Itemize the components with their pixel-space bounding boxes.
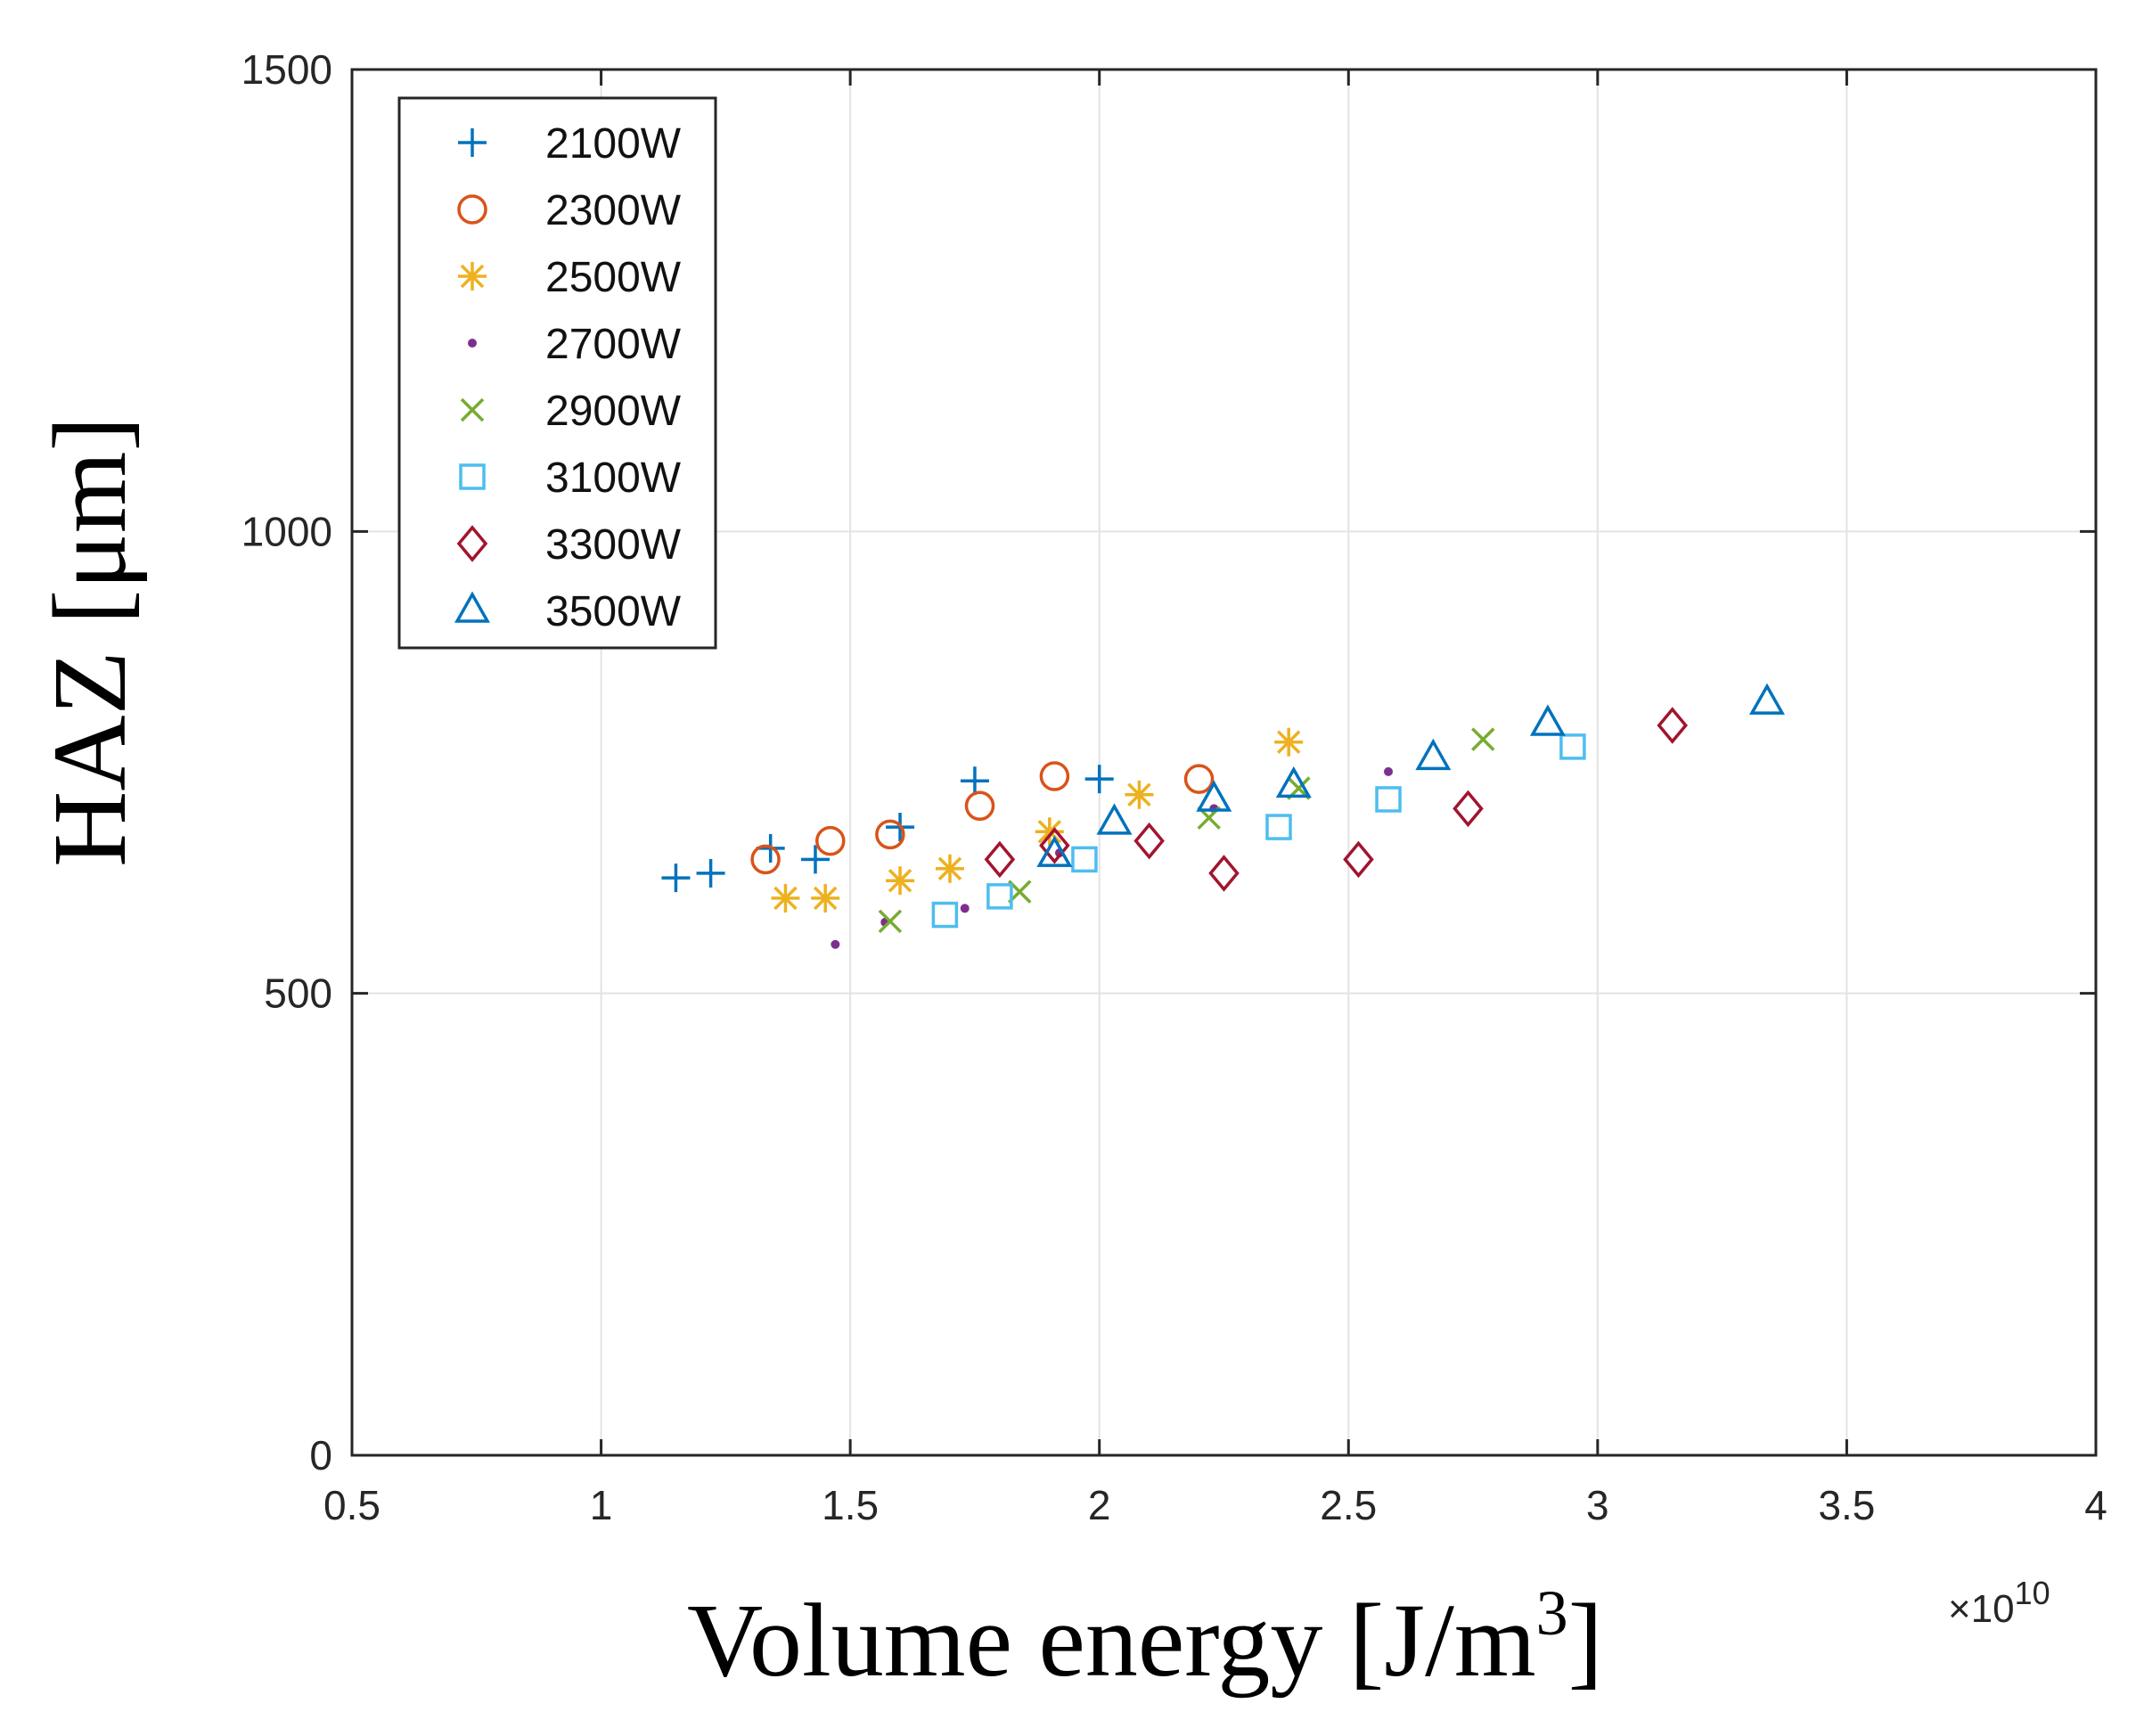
legend: 2100W 2300W 2500W 2700W 2900W 3100W 3300W 3500W [397,96,717,650]
data-point-3100w [1375,786,1402,813]
x-tick-label: 0.5 [323,1482,381,1528]
x-tick-label: 1 [590,1482,613,1528]
y-tick-label: 1000 [241,508,332,554]
x-tick-label: 3.5 [1818,1482,1875,1528]
legend-label: 2500W [545,254,682,301]
data-point-2500w [811,883,840,913]
legend-marker-3100w [459,463,486,490]
legend-label: 2300W [545,187,682,234]
data-point-3100w [1265,814,1292,840]
legend-label: 3300W [545,521,682,569]
y-axis-label: HAZ [μm] [31,416,148,867]
data-point-2900w [1471,727,1495,751]
data-point-2300w [964,790,995,821]
legend-label: 2100W [545,120,682,168]
legend-label: 3100W [545,454,682,502]
data-point-3300w [984,840,1016,879]
data-point-3300w [1039,827,1070,864]
plot-area [350,68,2098,1457]
data-point-2700w [831,939,840,949]
data-point-3300w [1657,707,1689,744]
data-point-2100w [1084,765,1114,794]
data-point-2500w [771,883,800,913]
x-axis-label-suffix: ] [1568,1582,1603,1699]
data-point-3300w [1343,840,1374,879]
data-point-3100w [931,901,959,929]
data-point-2500w [1035,817,1064,847]
legend-label: 3500W [545,588,682,635]
y-tick-label: 0 [309,1432,332,1478]
x-tick-label: 1.5 [822,1482,879,1528]
data-point-2500w [935,854,964,883]
data-point-2500w [1274,727,1304,757]
data-point-2300w [1183,764,1215,794]
data-point-3300w [1453,790,1484,828]
data-point-3500w [1275,766,1312,798]
data-point-3100w [986,883,1013,910]
data-point-3500w [1748,683,1785,715]
legend-marker-3300w [456,525,488,562]
data-point-2900w [878,909,903,934]
data-point-2500w [886,866,915,896]
data-point-3500w [1415,738,1452,771]
data-point-2500w [1125,780,1154,809]
data-points [661,683,1785,949]
y-tick-label: 1500 [241,46,332,93]
legend-marker-2300w [457,194,487,225]
legend-label: 2700W [545,321,682,368]
data-point-3500w [1096,803,1133,835]
data-point-2300w [1039,761,1070,791]
y-tick-label: 500 [264,970,332,1017]
data-point-2300w [750,844,781,875]
data-point-3100w [1559,733,1586,760]
x-tick-label: 2.5 [1320,1482,1377,1528]
legend-box [397,96,717,650]
data-point-3300w [1133,822,1165,860]
data-point-3500w [1036,835,1073,867]
data-point-3500w [1196,780,1232,812]
legend-label: 2900W [545,388,682,435]
data-point-2300w [815,825,846,856]
x-axis-label-main: Volume energy [J/m [687,1582,1536,1699]
legend-marker-3500w [454,591,491,623]
legend-marker-2500w [458,262,487,291]
x-axis-label: Volume energy [J/m3] [687,1577,1603,1699]
data-point-2100w [661,864,691,893]
data-point-2300w [875,819,905,850]
data-point-2700w [1384,766,1394,776]
data-point-3500w [1529,704,1566,736]
legend-marker-2700w [468,339,477,348]
x-multiplier-exponent: 10 [2015,1575,2050,1611]
legend-marker-2100w [458,128,487,157]
x-tick-label: 2 [1088,1482,1111,1528]
x-multiplier-prefix: ×10 [1948,1587,2015,1631]
x-tick-label: 4 [2084,1482,2107,1528]
x-tick-label: 3 [1586,1482,1609,1528]
data-point-3100w [1071,846,1098,873]
data-point-2100w [960,766,989,796]
data-point-2100w [696,858,725,888]
x-multiplier: ×1010 [1948,1575,2050,1631]
axis-ticks: 0.5 1 1.5 2 2.5 3 3.5 4 0 500 1000 1500 [241,46,2107,1528]
data-point-3300w [1208,855,1240,892]
data-point-2100w [801,845,831,874]
data-point-2700w [960,904,970,913]
x-axis-label-superscript: 3 [1536,1577,1568,1649]
legend-marker-2900w [460,397,485,422]
